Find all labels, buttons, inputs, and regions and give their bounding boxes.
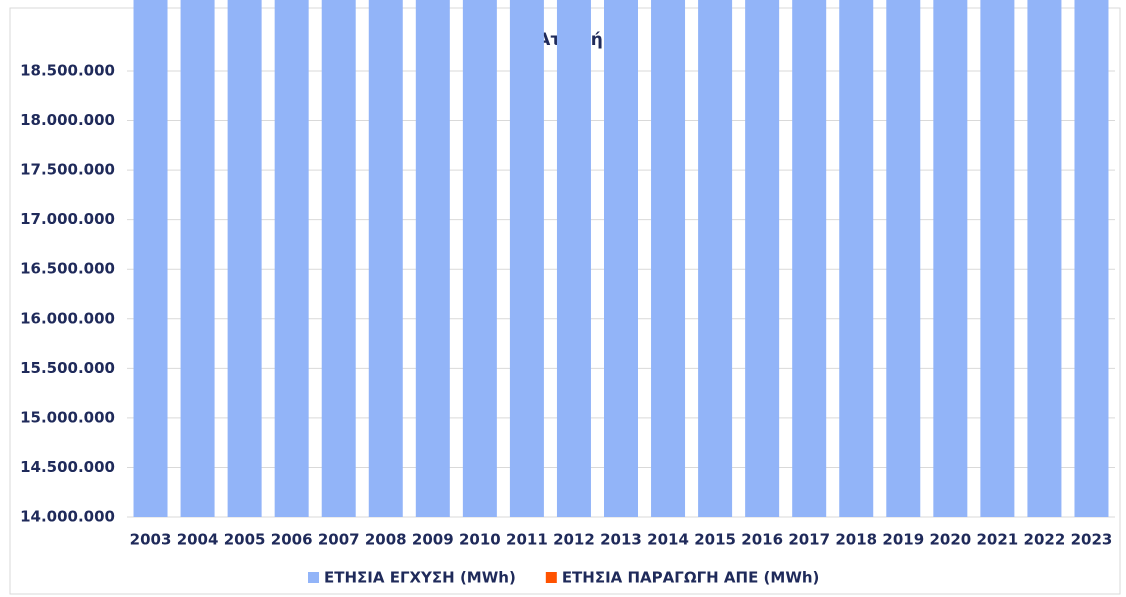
bar-segment (933, 0, 968, 517)
x-tick-label: 2023 (1071, 531, 1113, 549)
bar-segment (462, 0, 497, 517)
legend-swatch (308, 572, 319, 583)
x-tick-label: 2012 (553, 531, 595, 549)
legend-label: ΕΤΗΣΙΑ ΕΓΧΥΣΗ (MWh) (324, 569, 516, 587)
x-tick-label: 2003 (130, 531, 172, 549)
x-tick-label: 2013 (600, 531, 642, 549)
bar-segment (180, 0, 215, 517)
x-tick-label: 2006 (271, 531, 313, 549)
bar-segment (274, 0, 309, 517)
bar-segment (698, 0, 733, 517)
bar-segment (604, 0, 638, 517)
x-tick-label: 2021 (977, 531, 1019, 549)
x-tick-label: 2005 (224, 531, 266, 549)
x-tick-label: 2010 (459, 531, 501, 549)
bar-segment (321, 0, 356, 517)
y-tick-label: 15.000.000 (20, 408, 115, 426)
x-tick-label: 2011 (506, 531, 548, 549)
bar-segment (839, 0, 874, 517)
bar-segment (980, 0, 1015, 517)
x-tick-label: 2016 (741, 531, 783, 549)
x-tick-label: 2015 (694, 531, 736, 549)
bar-segment (227, 0, 262, 517)
y-tick-label: 14.500.000 (20, 458, 115, 476)
y-tick-label: 17.500.000 (20, 161, 115, 179)
x-tick-label: 2017 (788, 531, 830, 549)
legend-swatch (545, 572, 557, 583)
bar-segment (509, 0, 544, 517)
bar-segment (745, 0, 780, 517)
x-tick-label: 2009 (412, 531, 454, 549)
x-tick-label: 2007 (318, 531, 360, 549)
bar-segment (1027, 0, 1062, 518)
y-tick-label: 18.500.000 (20, 62, 115, 80)
y-tick-label: 15.500.000 (20, 359, 115, 377)
y-tick-label: 17.000.000 (20, 210, 115, 228)
y-tick-label: 16.000.000 (20, 309, 115, 327)
x-tick-label: 2022 (1024, 531, 1066, 549)
bar-segment (415, 0, 450, 517)
x-tick-label: 2004 (177, 531, 219, 549)
x-tick-label: 2014 (647, 531, 689, 549)
x-tick-label: 2018 (835, 531, 877, 549)
y-tick-label: 14.000.000 (20, 508, 115, 526)
bar-segment (133, 0, 168, 517)
y-tick-label: 18.000.000 (20, 111, 115, 129)
bar-segment (368, 0, 403, 517)
x-tick-label: 2008 (365, 531, 407, 549)
bar-segment (556, 0, 591, 517)
x-tick-label: 2020 (929, 531, 971, 549)
bar-segment (886, 0, 921, 517)
legend-label: ΕΤΗΣΙΑ ΠΑΡΑΓΩΓΗ ΑΠΕ (MWh) (562, 569, 820, 587)
bar-segment (1074, 0, 1109, 517)
bar-segment (651, 0, 686, 518)
bar-segment (792, 0, 827, 517)
y-tick-label: 16.500.000 (20, 260, 115, 278)
x-tick-label: 2019 (882, 531, 924, 549)
